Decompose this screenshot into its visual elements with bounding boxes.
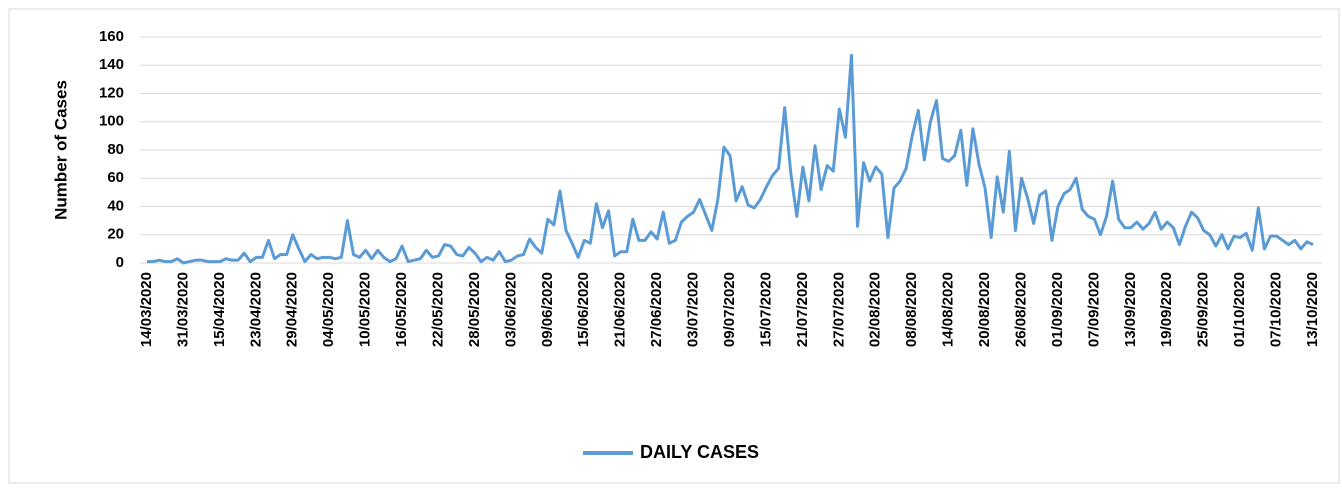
x-tick-label: 27/06/2020 [648, 272, 665, 347]
y-tick-label: 160 [99, 28, 124, 45]
x-tick-label: 29/04/2020 [284, 272, 301, 347]
y-tick-label: 140 [99, 56, 124, 73]
x-tick-label: 02/08/2020 [867, 272, 884, 347]
chart-border [8, 8, 1340, 484]
x-tick-label: 01/09/2020 [1049, 272, 1066, 347]
y-tick-label: 40 [107, 197, 124, 214]
y-tick-label: 80 [107, 141, 124, 158]
y-tick-label: 100 [99, 113, 124, 130]
x-tick-label: 16/05/2020 [393, 272, 410, 347]
x-tick-label: 23/04/2020 [247, 272, 264, 347]
data-line [147, 53, 1314, 265]
x-tick-label: 14/08/2020 [940, 272, 957, 347]
x-tick-label: 15/04/2020 [211, 272, 228, 347]
x-tick-label: 08/08/2020 [903, 272, 920, 347]
x-tick-label: 04/05/2020 [320, 272, 337, 347]
x-tick-label: 25/09/2020 [1195, 272, 1212, 347]
x-tick-label: 19/09/2020 [1158, 272, 1175, 347]
x-tick-label: 09/06/2020 [539, 272, 556, 347]
x-tick-label: 13/10/2020 [1304, 272, 1321, 347]
x-tick-label: 31/03/2020 [174, 272, 191, 347]
x-tick-label: 01/10/2020 [1231, 272, 1248, 347]
x-tick-label: 22/05/2020 [429, 272, 446, 347]
x-tick-label: 13/09/2020 [1122, 272, 1139, 347]
x-tick-label: 07/09/2020 [1085, 272, 1102, 347]
x-tick-label: 14/03/2020 [138, 272, 155, 347]
x-tick-label: 15/06/2020 [575, 272, 592, 347]
x-tick-label: 09/07/2020 [721, 272, 738, 347]
x-tick-label: 20/08/2020 [976, 272, 993, 347]
x-tick-label: 03/07/2020 [685, 272, 702, 347]
y-tick-label: 120 [99, 84, 124, 101]
legend-label: DAILY CASES [640, 442, 759, 462]
x-tick-label: 15/07/2020 [757, 272, 774, 347]
y-tick-label: 20 [107, 226, 124, 243]
x-tick-label: 26/08/2020 [1012, 272, 1029, 347]
y-axis-title: Number of Cases [51, 80, 70, 220]
y-tick-label: 60 [107, 169, 124, 186]
y-tick-label: 0 [116, 254, 124, 271]
x-tick-label: 21/06/2020 [612, 272, 629, 347]
x-tick-label: 10/05/2020 [357, 272, 374, 347]
x-tick-label: 03/06/2020 [502, 272, 519, 347]
x-tick-label: 21/07/2020 [794, 272, 811, 347]
x-tick-label: 27/07/2020 [830, 272, 847, 347]
x-tick-label: 28/05/2020 [466, 272, 483, 347]
x-tick-label: 07/10/2020 [1268, 272, 1285, 347]
